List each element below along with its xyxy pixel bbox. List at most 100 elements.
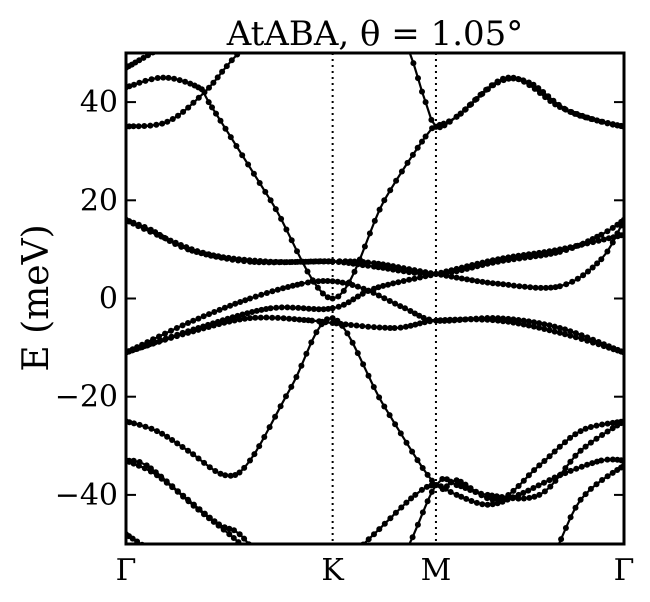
band-point: [596, 35, 602, 41]
band-point: [380, 589, 386, 595]
band-point: [179, 444, 186, 450]
band-point: [171, 75, 178, 82]
band-point: [515, 483, 522, 489]
band-point: [491, 1, 497, 7]
band-point: [267, 305, 274, 312]
band-point: [542, 565, 548, 571]
band-point: [567, 434, 574, 441]
band-point: [365, 262, 371, 269]
band-point: [310, 278, 317, 285]
band-point: [546, 327, 553, 334]
band-point: [201, 89, 208, 96]
band-point: [489, 501, 496, 508]
band-point: [385, 281, 391, 288]
band-point: [546, 453, 553, 460]
band-point: [256, 557, 262, 563]
band-point: [578, 463, 585, 470]
band-point: [587, 424, 594, 430]
band-point: [468, 101, 475, 108]
band-point: [245, 548, 251, 554]
band-point: [257, 258, 264, 264]
band-point: [609, 425, 616, 432]
band-point: [136, 421, 143, 428]
band-point: [313, 329, 320, 336]
band-point: [604, 428, 611, 435]
band-point: [210, 252, 217, 259]
band-point: [160, 74, 167, 81]
band-point: [179, 322, 186, 329]
band-point: [195, 576, 201, 582]
band-point: [433, 270, 439, 277]
band-point: [221, 304, 228, 311]
band-point: [505, 281, 512, 288]
band-point: [381, 403, 388, 410]
band-point: [406, 269, 413, 276]
band-point: [263, 314, 270, 321]
band-point: [417, 270, 423, 277]
band-point: [561, 20, 567, 26]
band-point: [507, 572, 513, 578]
band-point: [479, 90, 486, 97]
band-point: [360, 594, 366, 600]
band-point: [247, 315, 253, 322]
band-point: [387, 325, 394, 331]
band-point: [185, 571, 191, 577]
band-point: [582, 491, 589, 498]
band-point: [271, 0, 277, 4]
band-point: [226, 318, 233, 325]
band-point: [301, 317, 307, 323]
band-point: [373, 583, 379, 589]
band-point: [437, 483, 444, 490]
band-point: [206, 514, 213, 521]
band-point: [266, 0, 272, 5]
band-point: [329, 295, 336, 302]
x-tick-label: M: [421, 553, 452, 588]
band-point: [345, 299, 352, 306]
band-point: [173, 333, 180, 340]
band-point: [280, 315, 287, 322]
band-point: [306, 0, 312, 6]
band-point: [381, 197, 388, 204]
band-point: [324, 316, 330, 323]
band-point: [318, 321, 325, 328]
band-point: [369, 1, 375, 7]
band-point: [236, 531, 243, 538]
band-point: [165, 74, 172, 81]
band-point: [595, 341, 602, 348]
band-point: [479, 501, 486, 508]
band-point: [158, 473, 165, 480]
band-point: [167, 237, 174, 244]
band-point: [360, 285, 367, 292]
band-point: [174, 564, 180, 570]
band-point: [350, 597, 356, 602]
band-point: [422, 133, 429, 140]
band-point: [556, 443, 563, 450]
band-point: [551, 474, 558, 481]
band-point: [310, 258, 317, 265]
band-point: [135, 123, 142, 130]
band-point: [237, 299, 244, 305]
band-point: [520, 252, 527, 258]
band-point: [274, 286, 281, 293]
band-point: [179, 331, 186, 338]
band-point: [359, 290, 366, 297]
band-point: [174, 440, 181, 447]
band-point: [577, 112, 583, 119]
band-point: [397, 303, 404, 310]
band-point: [392, 509, 399, 516]
band-point: [381, 520, 388, 527]
band-point: [305, 589, 311, 595]
band-point: [131, 420, 137, 427]
band-point: [215, 588, 221, 594]
band-point: [411, 275, 418, 282]
band-point: [520, 77, 527, 84]
band-point: [442, 317, 449, 323]
band-point: [480, 566, 486, 572]
band-point: [247, 457, 253, 464]
band-point: [278, 259, 285, 265]
band-point: [370, 592, 376, 598]
band-point: [422, 99, 429, 106]
band-point: [398, 557, 404, 563]
band-point: [601, 37, 607, 43]
band-point: [589, 460, 596, 467]
